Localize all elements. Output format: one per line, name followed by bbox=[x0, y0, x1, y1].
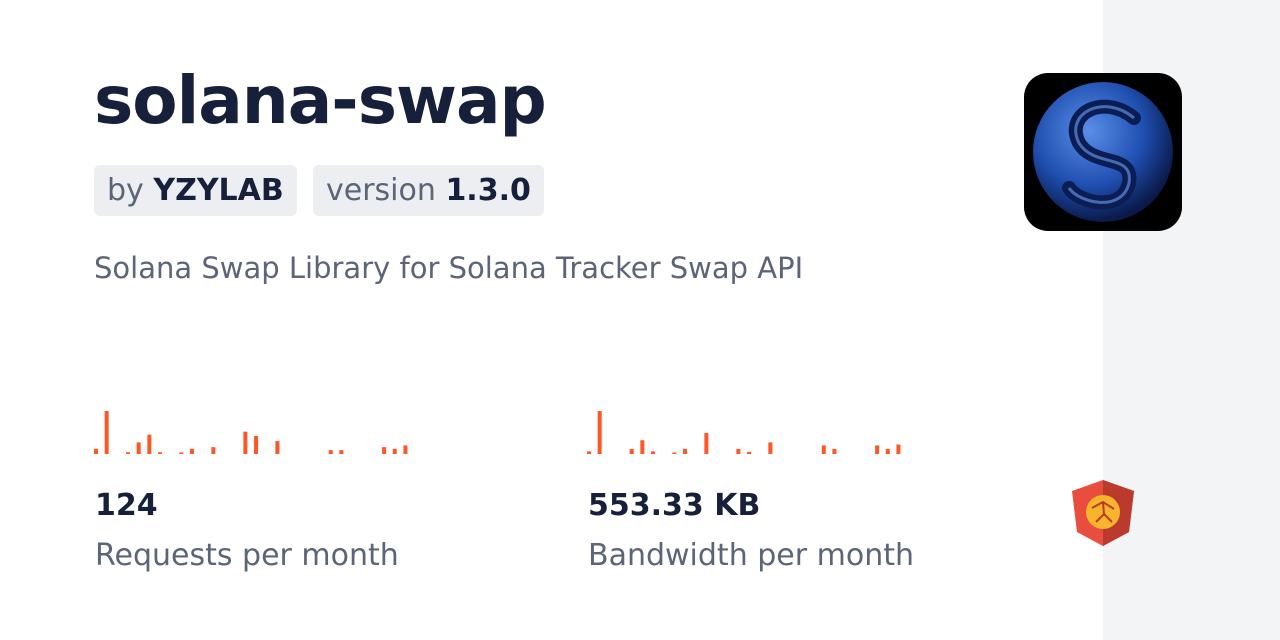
bandwidth-label: Bandwidth per month bbox=[588, 538, 914, 573]
version-prefix: version bbox=[326, 173, 436, 208]
sparkline-bar bbox=[94, 448, 98, 454]
sparkline-bar bbox=[747, 451, 752, 454]
sparkline-bar bbox=[392, 448, 397, 454]
package-description: Solana Swap Library for Solana Tracker S… bbox=[94, 251, 804, 285]
sparkline-bar bbox=[275, 441, 280, 454]
sparkline-bar bbox=[704, 432, 709, 454]
sparkline-bar bbox=[736, 448, 741, 454]
requests-label: Requests per month bbox=[95, 538, 399, 573]
sparkline-bar bbox=[382, 447, 387, 454]
sparkline-bar bbox=[328, 450, 333, 454]
sparkline-bar bbox=[147, 434, 152, 454]
bandwidth-sparkline bbox=[587, 411, 901, 454]
sparkline-bar bbox=[885, 448, 890, 454]
requests-sparkline bbox=[94, 411, 408, 454]
sparkline-bar bbox=[254, 435, 259, 454]
solana-swirl-logo bbox=[1024, 73, 1182, 231]
sparkline-bar bbox=[104, 411, 109, 454]
sparkline-bar bbox=[651, 451, 656, 454]
sparkline-bar bbox=[832, 448, 837, 454]
sparkline-bar bbox=[136, 442, 141, 454]
sparkline-bar bbox=[126, 452, 131, 454]
version-number: 1.3.0 bbox=[445, 173, 531, 208]
sparkline-bar bbox=[339, 450, 344, 454]
sparkline-bar bbox=[768, 442, 773, 454]
sparkline-bar bbox=[640, 440, 645, 454]
author-prefix: by bbox=[107, 173, 144, 208]
sparkline-bar bbox=[190, 448, 195, 454]
package-name: solana-swap bbox=[94, 62, 547, 139]
sparkline-bar bbox=[821, 445, 826, 454]
requests-value: 124 bbox=[95, 488, 158, 523]
author-badge[interactable]: by YZYLAB bbox=[94, 165, 297, 216]
version-badge[interactable]: version 1.3.0 bbox=[313, 165, 544, 216]
sparkline-bar bbox=[179, 452, 184, 454]
sparkline-bar bbox=[683, 448, 688, 454]
sparkline-bar bbox=[875, 445, 880, 454]
bandwidth-value: 553.33 KB bbox=[588, 488, 761, 523]
sparkline-bar bbox=[672, 452, 677, 454]
sparkline-bar bbox=[896, 444, 901, 454]
sparkline-bar bbox=[243, 431, 248, 454]
sparkline-bar bbox=[158, 452, 163, 454]
sparkline-bar bbox=[629, 448, 634, 454]
author-name: YZYLAB bbox=[153, 173, 284, 208]
jsdelivr-shield-icon bbox=[1072, 480, 1134, 546]
sparkline-bar bbox=[587, 451, 591, 454]
sparkline-bar bbox=[211, 447, 216, 454]
sparkline-bar bbox=[403, 445, 408, 454]
sparkline-bar bbox=[597, 411, 602, 454]
